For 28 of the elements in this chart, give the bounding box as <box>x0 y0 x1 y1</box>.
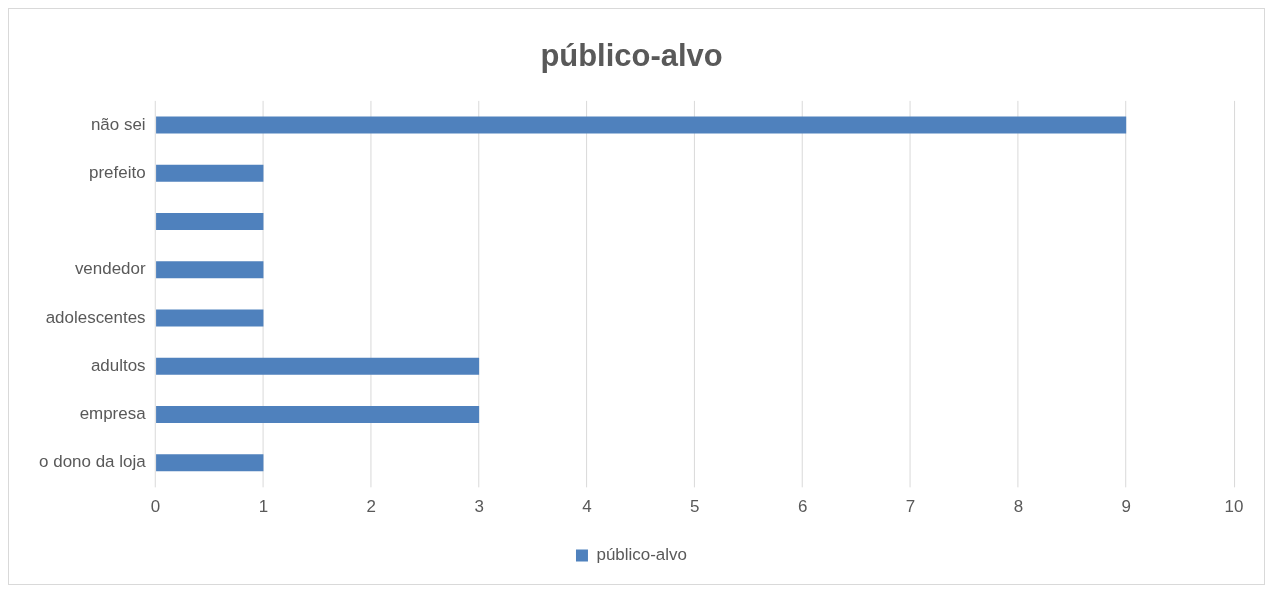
legend-label: público-alvo <box>596 545 687 565</box>
bar <box>156 261 264 279</box>
bar <box>156 357 480 375</box>
x-tick-label: 10 <box>1224 496 1244 516</box>
x-tick-label: 1 <box>258 496 269 516</box>
bar <box>156 454 264 472</box>
chart-title: público-alvo <box>540 37 723 73</box>
x-tick-label: 0 <box>150 496 161 516</box>
x-tick-label: 7 <box>905 496 916 516</box>
y-tick-label: não sei <box>90 114 146 134</box>
bar <box>156 213 264 230</box>
y-tick-label: adultos <box>90 355 146 375</box>
x-tick-label: 6 <box>797 496 808 516</box>
y-tick-label: adolescentes <box>45 307 146 327</box>
y-tick-label: o dono da loja <box>39 452 147 472</box>
bar <box>156 116 1127 134</box>
x-tick-label: 4 <box>582 496 592 516</box>
y-tick-label: prefeito <box>89 162 146 182</box>
bar <box>156 309 264 327</box>
x-tick-label: 2 <box>366 496 376 516</box>
x-tick-label: 5 <box>690 496 700 516</box>
x-tick-label: 9 <box>1121 496 1131 516</box>
y-tick-label: vendedor <box>74 259 146 279</box>
y-tick-label: empresa <box>79 404 147 424</box>
bar <box>156 164 264 182</box>
x-tick-label: 8 <box>1013 496 1024 516</box>
x-tick-label: 3 <box>474 496 484 516</box>
bar <box>156 406 480 423</box>
